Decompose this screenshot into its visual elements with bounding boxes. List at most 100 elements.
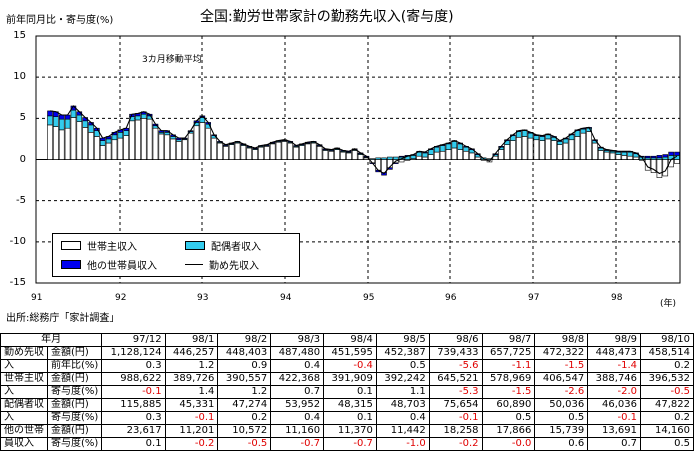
bar-other [650,155,657,159]
bar-householder [53,126,59,160]
bar-householder [199,122,206,160]
table-cell: -0.2 [164,437,219,451]
bar-householder [105,142,112,160]
bar-householder [474,156,481,160]
table-cell: 389,726 [164,372,219,386]
bar-householder [533,139,540,160]
bar-householder [328,150,335,160]
bar-householder [674,159,680,164]
table-cell: 18,258 [428,424,483,438]
table-row: 配偶者収 金額(円) 115,885 45,331 47,274 53,952 48,315… [0,398,694,412]
bar-spouse [88,124,94,133]
bar-householder [469,152,475,160]
table-cell: 45,331 [164,398,219,412]
table-group-label: 他の世帯 [0,424,48,438]
bar-householder [240,145,247,160]
bar-spouse [562,138,569,144]
table-cell: 1.1 [375,385,430,399]
bar-householder [129,120,135,160]
legend-spouse: 配偶者収入 [185,239,261,253]
bar-spouse [486,158,493,160]
bar-householder [140,118,147,160]
table-group-label: 配偶者収 [0,398,48,412]
bar-spouse [521,130,528,137]
bar-householder [152,127,159,160]
bar-spouse [387,156,393,160]
bar-householder [287,142,294,160]
legend-householder-swatch [61,240,81,250]
moving-average-note: 3カ月移動平均 [142,55,202,65]
chart-plot-area [35,35,681,284]
bar-spouse [457,143,463,150]
table-cell: 988,622 [101,372,166,386]
table-cell: 75,654 [428,398,483,412]
bar-householder [223,146,229,160]
bar-other [398,155,405,158]
table-cell: 115,885 [101,398,166,412]
table-cell: 11,370 [323,424,377,438]
bar-householder [381,159,387,173]
table-cell: -0.1 [164,411,219,425]
x-tick-label: 92 [115,293,127,303]
bar-householder [351,150,358,160]
table-cell: 11,160 [270,424,325,438]
bar-spouse [627,151,633,157]
bar-spouse [439,145,446,152]
bar-spouse [381,157,387,160]
bar-householder [170,138,176,160]
table-column-header: 98/7 [481,333,536,347]
table-row: 員収入 寄与度(%) 0.1 -0.2 -0.5 -0.7 -0.7 -1.0 -0.2 -0.0… [0,437,694,451]
table-row-label: 金額(円) [46,372,103,386]
table-row-label: 寄与度(%) [46,437,103,451]
table-cell: -2.6 [534,385,589,399]
table-cell: 50,036 [534,398,589,412]
legend-total-line [185,263,203,265]
table-row: 入寄与度(%) 0.3 -0.1 0.2 0.4 0.1 0.4 -0.1 0.5 0.5 -0.1… [0,411,694,425]
bar-householder [135,119,141,160]
bar-spouse [662,156,669,160]
chart-legend: 世帯主収入 配偶者収入 他の世帯員収入 勤め先収入 [52,233,300,277]
bar-householder [545,138,551,160]
bar-spouse [392,156,399,160]
bar-householder [58,129,65,160]
table-row-label: 金額(円) [46,424,103,438]
bar-householder [281,141,288,160]
bar-spouse [105,138,112,144]
table-cell: 17,866 [481,424,536,438]
table-cell: -0.7 [323,437,377,451]
table-cell: 0.5 [375,359,430,373]
table-cell: 0.1 [323,411,377,425]
table-group-label: 勤め先収 [0,346,48,360]
bar-householder [70,117,77,160]
bar-householder [603,151,610,160]
table-row-label: 金額(円) [46,346,103,360]
bar-spouse [82,120,88,128]
table-cell: 739,433 [428,346,483,360]
table-column-header: 98/8 [534,333,589,347]
table-cell: 645,521 [428,372,483,386]
x-tick-label: 96 [445,293,457,303]
table-cell: 10,572 [217,424,272,438]
table-row: 世帯主収 金額(円) 988,622 389,726 390,557 422,368 391… [0,372,694,386]
bar-householder [422,156,428,160]
bar-spouse [47,115,53,126]
table-cell: 472,322 [534,346,589,360]
table-cell: 46,036 [587,398,642,412]
bar-spouse [135,115,141,121]
table-cell: 0.6 [534,437,589,451]
table-column-header: 98/1 [164,333,219,347]
bar-householder [293,146,299,160]
legend-other-label: 他の世帯員収入 [87,260,157,272]
bar-spouse [545,134,551,140]
bar-householder [158,133,165,160]
bar-householder [586,131,592,160]
table-cell: 422,368 [270,372,325,386]
bar-spouse [111,134,118,141]
bar-householder [510,140,516,160]
table-cell: 0.3 [101,411,166,425]
bar-householder [217,142,223,160]
bar-householder [181,139,188,160]
bar-other [64,114,71,120]
bar-householder [275,141,282,160]
table-cell: 0.1 [101,437,166,451]
